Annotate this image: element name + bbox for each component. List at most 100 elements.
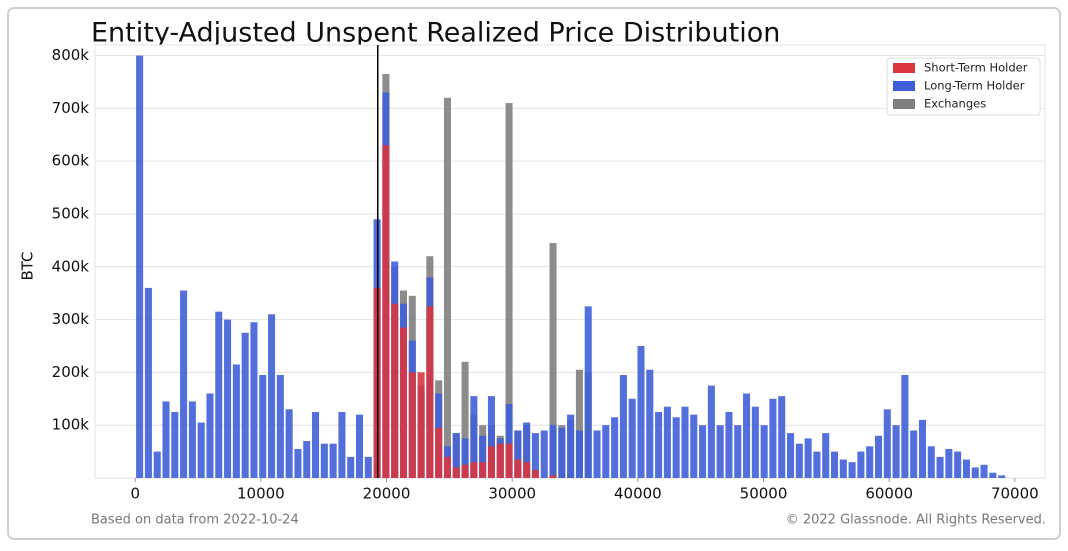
bar [171,411,179,478]
bar [180,290,188,478]
bar [408,372,416,478]
y-tick-label: 300k [52,310,90,328]
bar [382,145,390,478]
bar [795,443,803,478]
plot-area [94,44,1046,482]
bar [980,464,988,478]
bar [637,345,645,478]
bar [778,396,786,478]
bar [910,430,918,478]
bar [655,411,663,478]
bar [611,417,619,478]
bar [857,451,865,478]
bar [364,456,372,478]
bar [250,322,258,478]
bar [514,430,522,478]
bar [443,456,451,478]
bar [338,411,346,478]
bar [294,448,302,478]
legend-swatch [893,81,915,91]
x-tick-label: 60000 [865,485,913,503]
bar [874,435,883,478]
bar [962,459,970,478]
bar [927,446,935,478]
bar [232,364,240,478]
x-tick-label: 30000 [488,485,536,503]
bar [505,443,513,478]
bar [593,430,601,478]
bar [954,451,962,478]
bar [734,425,742,478]
bar [663,406,671,478]
bar [487,396,495,478]
bar [936,456,944,478]
bar [417,372,425,478]
bar [567,414,575,478]
bar [285,409,293,478]
bar [716,425,724,478]
legend-label: Long-Term Holder [924,79,1025,93]
bar [725,411,733,478]
bar [144,287,152,478]
y-tick-label: 700k [52,99,90,117]
bar [769,398,777,478]
bar [206,393,214,478]
bar [918,419,926,478]
bar [549,425,557,478]
bar [259,375,267,478]
y-tick-label: 200k [52,363,90,381]
bar [479,435,487,478]
bar [787,433,795,478]
bar [971,467,979,478]
bar [461,438,469,478]
bar [188,401,196,478]
bar [461,361,469,478]
bar [487,446,495,478]
y-tick-label: 100k [52,416,90,434]
bar [355,414,364,478]
bar [435,427,443,478]
bar [989,472,997,478]
bar [628,398,636,478]
bar [813,451,821,478]
bar [892,425,900,478]
bar [496,443,504,478]
bar [540,430,548,478]
bar [399,327,408,478]
bar [751,406,759,478]
bar [505,103,513,479]
bar [575,369,583,478]
bar [320,443,328,478]
bar [707,385,715,478]
bar [602,425,610,478]
bar [901,375,909,478]
bar [276,375,284,478]
bar [505,404,513,478]
bar [945,448,953,478]
x-tick-label: 70000 [991,485,1039,503]
bar [681,406,689,478]
footer-source: Based on data from 2022-10-24 [91,513,299,528]
bar [391,303,399,478]
bar [584,306,592,478]
bar [347,456,355,478]
bar [531,470,539,478]
footer-copyright: © 2022 Glassnode. All Rights Reserved. [786,513,1046,528]
bar [523,422,531,478]
bar [162,401,170,478]
bar [470,462,478,478]
bar [452,467,460,478]
bar [690,414,698,478]
bar [760,425,768,478]
bar [998,475,1006,478]
bar [224,319,232,478]
bar [241,332,249,478]
x-tick-label: 0 [130,485,140,503]
bar [822,433,830,478]
bar [531,433,539,478]
x-tick-label: 40000 [614,485,662,503]
bar [523,462,531,478]
legend-box [886,57,1041,116]
x-tick-label: 20000 [363,485,411,503]
